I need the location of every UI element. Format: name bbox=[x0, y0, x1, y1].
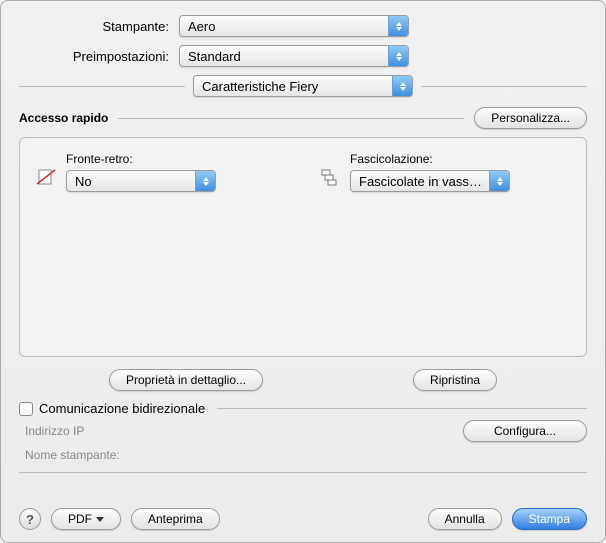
chevron-down-icon bbox=[96, 517, 104, 522]
chevron-updown-icon bbox=[392, 76, 412, 96]
chevron-updown-icon bbox=[195, 171, 215, 191]
collation-icon bbox=[318, 152, 342, 188]
presets-row: Preimpostazioni: Standard bbox=[19, 45, 587, 67]
print-button[interactable]: Stampa bbox=[512, 508, 587, 530]
duplex-select[interactable]: No bbox=[66, 170, 216, 192]
quick-access-title: Accesso rapido bbox=[19, 111, 108, 125]
dialog-footer: ? PDF Anteprima Annulla Stampa bbox=[19, 508, 587, 530]
bidir-subrows: Indirizzo IP Configura... Nome stampante… bbox=[19, 420, 587, 462]
footer-separator bbox=[19, 472, 587, 473]
pane-separator: Caratteristiche Fiery bbox=[19, 75, 587, 97]
print-dialog: Stampante: Aero Preimpostazioni: Standar… bbox=[0, 0, 606, 543]
cancel-button[interactable]: Annulla bbox=[428, 508, 502, 530]
collation-option: Fascicolazione: Fascicolate in vassoio..… bbox=[318, 152, 572, 192]
printer-name-label: Nome stampante: bbox=[19, 448, 159, 462]
cancel-label: Annulla bbox=[445, 512, 485, 526]
configure-label: Configura... bbox=[494, 424, 556, 438]
presets-value: Standard bbox=[188, 49, 388, 64]
printer-value: Aero bbox=[188, 19, 388, 34]
quick-access-header: Accesso rapido Personalizza... bbox=[19, 107, 587, 129]
detail-buttons-row: Proprietà in dettaglio... Ripristina bbox=[19, 369, 587, 391]
configure-button[interactable]: Configura... bbox=[463, 420, 587, 442]
duplex-off-icon bbox=[34, 152, 58, 186]
details-label: Proprietà in dettaglio... bbox=[126, 373, 246, 387]
pdf-label: PDF bbox=[68, 512, 92, 526]
pane-value: Caratteristiche Fiery bbox=[202, 79, 392, 94]
collation-value: Fascicolate in vassoio... bbox=[359, 174, 489, 189]
presets-select[interactable]: Standard bbox=[179, 45, 409, 67]
help-button[interactable]: ? bbox=[19, 508, 41, 530]
printer-label: Stampante: bbox=[19, 19, 179, 34]
collation-select[interactable]: Fascicolate in vassoio... bbox=[350, 170, 510, 192]
duplex-label: Fronte-retro: bbox=[66, 152, 288, 166]
bidir-checkbox[interactable] bbox=[19, 402, 33, 416]
preview-button[interactable]: Anteprima bbox=[131, 508, 220, 530]
pane-select[interactable]: Caratteristiche Fiery bbox=[193, 75, 413, 97]
chevron-updown-icon bbox=[388, 16, 408, 36]
pdf-menu-button[interactable]: PDF bbox=[51, 508, 121, 530]
bidir-label: Comunicazione bidirezionale bbox=[39, 401, 205, 416]
details-button[interactable]: Proprietà in dettaglio... bbox=[109, 369, 263, 391]
customize-label: Personalizza... bbox=[491, 111, 570, 125]
chevron-updown-icon bbox=[388, 46, 408, 66]
customize-button[interactable]: Personalizza... bbox=[474, 107, 587, 129]
help-icon: ? bbox=[26, 512, 34, 527]
preview-label: Anteprima bbox=[148, 512, 203, 526]
chevron-updown-icon bbox=[489, 171, 509, 191]
quick-access-panel: Fronte-retro: No Fascicol bbox=[19, 137, 587, 357]
printer-row: Stampante: Aero bbox=[19, 15, 587, 37]
reset-label: Ripristina bbox=[430, 373, 480, 387]
print-label: Stampa bbox=[529, 512, 570, 526]
collation-label: Fascicolazione: bbox=[350, 152, 572, 166]
printer-select[interactable]: Aero bbox=[179, 15, 409, 37]
reset-button[interactable]: Ripristina bbox=[413, 369, 497, 391]
presets-label: Preimpostazioni: bbox=[19, 49, 179, 64]
bidir-row: Comunicazione bidirezionale bbox=[19, 401, 587, 416]
duplex-option: Fronte-retro: No bbox=[34, 152, 288, 192]
duplex-value: No bbox=[75, 174, 195, 189]
ip-label: Indirizzo IP bbox=[19, 424, 159, 438]
